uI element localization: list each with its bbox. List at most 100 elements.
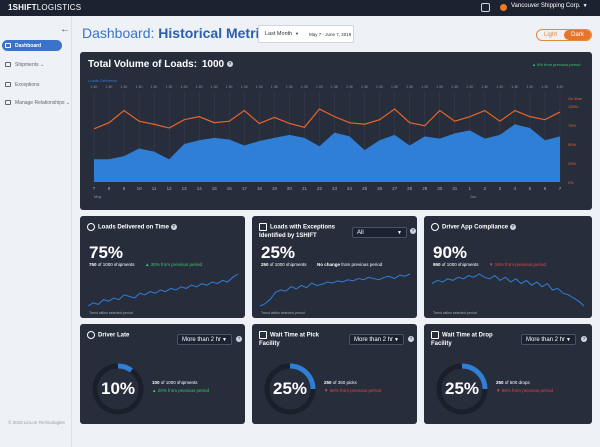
sidebar-item-dashboard[interactable]: Dashboard <box>2 40 62 51</box>
help-wrapper: ? <box>410 228 416 234</box>
donut-card-drop-wait: Wait Time at Drop Facility More than 2 h… <box>424 324 592 424</box>
x-tick-label: 4 <box>514 186 517 191</box>
donut-delta: ▼ 56% from previous period <box>496 388 553 393</box>
x-tick-label: 14 <box>197 186 203 191</box>
messages-icon[interactable] <box>481 3 490 12</box>
driver-late-filter-dropdown[interactable]: More than 2 hr ▼ <box>177 334 232 345</box>
theme-dark-option[interactable]: Dark <box>564 30 591 40</box>
series-area-loads-delivered <box>94 124 560 182</box>
point-label: 1.3K <box>241 85 249 89</box>
x-group-label: May <box>94 194 102 199</box>
clock-icon <box>87 223 95 231</box>
right-axis-tick: 100% <box>568 104 579 109</box>
donut-ring <box>92 363 144 415</box>
help-icon[interactable]: ? <box>581 336 587 342</box>
kpi-card-exceptions: Loads with Exceptions Identified by 1SHI… <box>252 216 417 318</box>
copyright: © 2019 LinLon Technologies <box>8 420 65 425</box>
truck-icon <box>259 331 267 339</box>
point-label: 1.3K <box>105 85 113 89</box>
sidebar-item-manage-relationships[interactable]: Manage Relationships ⌄ <box>2 97 70 108</box>
help-icon[interactable]: ? <box>226 61 233 68</box>
help-icon[interactable]: ? <box>410 228 416 234</box>
point-label: 1.3K <box>376 85 384 89</box>
drop-wait-filter-dropdown[interactable]: More than 2 hr ▼ <box>521 334 576 345</box>
x-tick-label: 13 <box>182 186 188 191</box>
x-tick-label: 19 <box>272 186 278 191</box>
help-icon[interactable]: ? <box>408 336 414 342</box>
kpi-percent: 90% <box>433 243 468 262</box>
help-icon[interactable]: ? <box>509 224 516 230</box>
point-label: 1.3K <box>451 85 459 89</box>
chevron-down-icon: ▼ <box>397 230 402 236</box>
flag-icon <box>259 223 267 231</box>
x-tick-label: 17 <box>242 186 248 191</box>
total-loads-chart: 1.3K71.3K81.3K91.3K101.3K111.3K121.3K131… <box>88 78 583 199</box>
point-label: 1.3K <box>211 85 219 89</box>
chevron-down-icon: ▼ <box>295 31 299 36</box>
pick-wait-filter-dropdown[interactable]: More than 2 hr ▼ <box>349 334 404 345</box>
kpi-count: 950 of 1000 shipments <box>433 262 479 267</box>
kpi-title: Loads with Exceptions Identified by 1SHI… <box>259 223 336 239</box>
right-axis-tick: 50% <box>568 142 576 147</box>
check-circle-icon <box>431 223 439 231</box>
donut-percent: 25% <box>444 379 480 398</box>
point-label: 1.3K <box>286 85 294 89</box>
trend-path <box>259 273 411 307</box>
exceptions-filter-dropdown[interactable]: All ▼ <box>352 227 407 238</box>
donut-fill <box>92 363 144 415</box>
theme-toggle[interactable]: Light Dark <box>536 29 592 41</box>
help-wrapper: ? <box>581 336 587 342</box>
theme-light-option[interactable]: Light <box>543 32 557 38</box>
kpi-delta: ▲ 30% from previous period <box>145 262 202 267</box>
x-tick-label: 29 <box>422 186 428 191</box>
help-icon[interactable]: ? <box>170 224 177 230</box>
point-label: 1.3K <box>181 85 189 89</box>
x-tick-label: 7 <box>93 186 96 191</box>
period-select-value[interactable]: Last Month <box>265 31 293 37</box>
period-dates: May 7 - June 7, 2019 <box>309 32 352 37</box>
worker-icon <box>431 331 439 339</box>
chevron-down-icon: ▼ <box>582 3 588 9</box>
sidebar-item-exceptions[interactable]: Exceptions <box>2 79 62 90</box>
kpi-trend-line <box>431 273 585 307</box>
trend-path <box>431 273 585 307</box>
donut-title: Wait Time at Drop Facility <box>431 331 493 347</box>
point-label: 1.3K <box>391 85 399 89</box>
total-loads-delta: ▲ 6% from previous period <box>532 62 581 67</box>
point-label: 1.3K <box>151 85 159 89</box>
notification-icon[interactable] <box>500 4 507 11</box>
kpi-count: 250 of 1000 shipments <box>261 262 307 267</box>
company-selector[interactable]: Vancouver Shipping Corp. ▼ <box>511 3 588 9</box>
x-tick-label: 10 <box>137 186 143 191</box>
donut-ring <box>436 363 488 415</box>
kpi-delta: ▼ 18% from previous period <box>489 262 546 267</box>
collapse-arrow-icon[interactable]: ← <box>60 24 70 35</box>
kpi-footnote: Trend within selected period <box>261 311 305 315</box>
x-tick-label: 7 <box>559 186 562 191</box>
kpi-card-app-compliance: Driver App Compliance ? 90% 950 of 1000 … <box>424 216 592 318</box>
app-logo[interactable]: 1SHIFTLOGISTICS <box>8 3 82 12</box>
help-icon[interactable]: ? <box>236 336 242 342</box>
sidebar-item-shipments[interactable]: Shipments ⌄ <box>2 59 62 70</box>
top-bar: 1SHIFTLOGISTICS Vancouver Shipping Corp.… <box>0 0 600 16</box>
donut-count: 250 of 500 drops <box>496 380 530 385</box>
series-label-on-time: On time <box>568 96 583 101</box>
truck-icon <box>5 62 11 67</box>
users-icon <box>5 100 11 105</box>
donut-fill <box>264 363 316 415</box>
kpi-title: Loads Delivered on Time ? <box>87 223 177 232</box>
point-label: 1.3K <box>346 85 354 89</box>
page-title: Dashboard: Historical Metrics <box>82 25 275 41</box>
help-wrapper: ? <box>236 336 242 342</box>
chevron-down-icon: ▼ <box>394 337 399 343</box>
x-tick-label: 11 <box>152 186 157 191</box>
point-label: 1.3K <box>90 85 98 89</box>
donut-delta: ▼ 56% from previous period <box>324 388 381 393</box>
point-label: 1.3K <box>496 85 504 89</box>
period-selector[interactable]: Last Month ▼ May 7 - June 7, 2019 <box>258 25 354 43</box>
x-tick-label: 18 <box>257 186 263 191</box>
kpi-count: 750 of 1000 shipments <box>89 262 135 267</box>
flag-icon <box>5 82 11 87</box>
right-axis-tick: 25% <box>568 161 576 166</box>
point-label: 1.3K <box>436 85 444 89</box>
